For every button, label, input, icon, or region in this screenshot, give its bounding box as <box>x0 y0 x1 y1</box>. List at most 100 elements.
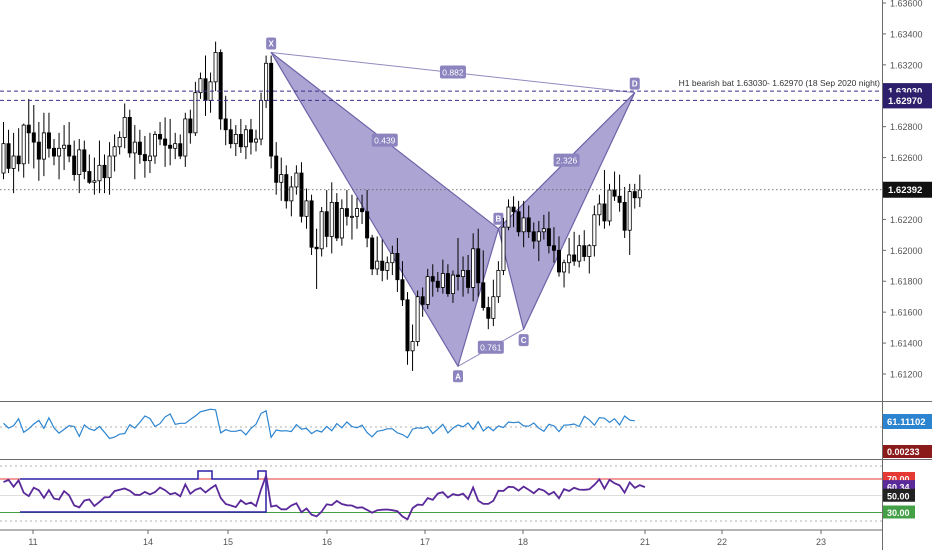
candle-body <box>127 116 132 154</box>
candle-body <box>430 276 435 282</box>
candle-body <box>294 172 299 188</box>
harmonic-pattern[interactable]: X A B C D 0.439 0.761 2.326 0.882 <box>266 37 640 383</box>
candle-body <box>450 274 455 295</box>
candle-body <box>279 174 284 183</box>
candle-body <box>304 200 309 217</box>
pattern-point-label: D <box>632 80 638 89</box>
candle-body <box>380 260 385 271</box>
pattern-ratio-bg <box>439 65 466 79</box>
candle-body <box>627 191 632 231</box>
candle-body <box>173 143 178 149</box>
candle <box>238 118 243 153</box>
candle <box>299 162 304 223</box>
candle <box>213 41 218 92</box>
candle-body <box>415 296 420 342</box>
candle <box>248 118 253 155</box>
candle <box>582 230 587 262</box>
candle-body <box>602 203 607 222</box>
price-axis[interactable]: 1.636001.634001.632001.630001.628001.626… <box>882 0 932 519</box>
pattern-ratio-label: 0.761 <box>480 343 502 353</box>
candle <box>536 220 541 262</box>
pattern-point-bg <box>629 77 640 90</box>
candle-body <box>329 202 334 237</box>
rsi-pane[interactable] <box>0 465 882 522</box>
candle-body <box>516 211 521 233</box>
osc1-value2-label: 0.00233 <box>887 447 920 457</box>
time-tick-label: 15 <box>223 537 233 547</box>
candle <box>253 129 258 152</box>
candle-body <box>1 143 6 174</box>
candle-body <box>344 208 349 217</box>
price-tick-label: 1.61600 <box>890 308 923 318</box>
rsi-level-label: 50.00 <box>887 491 910 501</box>
pattern-ratio-bg <box>477 340 504 354</box>
candle-body <box>526 217 531 233</box>
candle <box>521 200 526 248</box>
candle <box>360 194 365 225</box>
rsi-line <box>3 472 646 521</box>
candle-body <box>440 273 445 288</box>
time-tick-label: 17 <box>420 537 430 547</box>
candle <box>117 131 122 155</box>
candle-body <box>274 155 279 183</box>
rsi-level-bg <box>883 505 915 519</box>
pattern-point-label: B <box>496 215 502 224</box>
candle <box>46 112 51 158</box>
candle-body <box>370 237 375 270</box>
candle-body <box>567 254 572 264</box>
candle-body <box>117 137 122 148</box>
candle-body <box>183 118 188 157</box>
candle <box>67 122 72 163</box>
candle <box>632 183 637 209</box>
candle-body <box>132 141 137 154</box>
candle <box>16 128 21 172</box>
candle <box>147 132 152 174</box>
rsi-level-bg <box>883 488 915 502</box>
rsi-channel <box>20 470 267 513</box>
candle-body <box>122 116 127 138</box>
candle-body <box>158 133 163 140</box>
candle <box>203 55 208 116</box>
candle <box>380 239 385 282</box>
candle <box>486 296 491 330</box>
pattern-point-label: C <box>521 336 527 345</box>
candle-body <box>365 211 370 239</box>
candle <box>440 259 445 294</box>
candle-body <box>481 282 486 308</box>
candle <box>546 211 551 254</box>
candle-body <box>26 124 31 134</box>
candle <box>269 55 274 169</box>
oscillator-pane[interactable] <box>0 408 882 440</box>
rsi-level-label: 30.00 <box>887 508 910 518</box>
candle <box>425 268 430 310</box>
candle <box>511 196 516 228</box>
candle-body <box>471 248 476 288</box>
candle <box>587 244 592 274</box>
candle <box>450 270 455 303</box>
candle <box>365 190 370 248</box>
candle <box>395 237 400 293</box>
candle <box>304 188 309 229</box>
candles[interactable] <box>1 41 642 371</box>
candle-body <box>223 118 228 131</box>
candle <box>496 261 501 303</box>
overlay-lines: H1 bearish bat 1.63030- 1.62970 (18 Sep … <box>0 78 882 191</box>
candle-body <box>466 270 471 288</box>
candle-body <box>102 164 107 179</box>
candle-body <box>597 203 602 216</box>
candle-body <box>546 228 551 247</box>
candle <box>168 118 173 166</box>
candle <box>319 207 324 257</box>
candle-body <box>289 186 294 202</box>
candle-body <box>521 217 526 233</box>
candle <box>309 194 314 255</box>
time-axis[interactable]: 11 14 15 16 17 18 21 22 23 <box>0 529 882 547</box>
pattern-ratio-label: 0.882 <box>442 68 464 78</box>
candle-body <box>82 149 87 172</box>
candle <box>329 182 334 254</box>
candle-body <box>152 133 157 157</box>
candle <box>82 140 87 180</box>
candle <box>183 112 188 167</box>
